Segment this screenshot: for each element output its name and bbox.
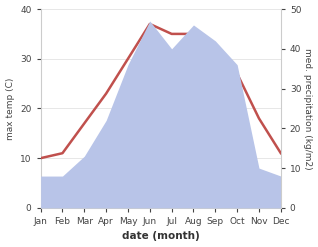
Y-axis label: max temp (C): max temp (C) [5,77,15,140]
X-axis label: date (month): date (month) [122,231,200,242]
Y-axis label: med. precipitation (kg/m2): med. precipitation (kg/m2) [303,48,313,169]
